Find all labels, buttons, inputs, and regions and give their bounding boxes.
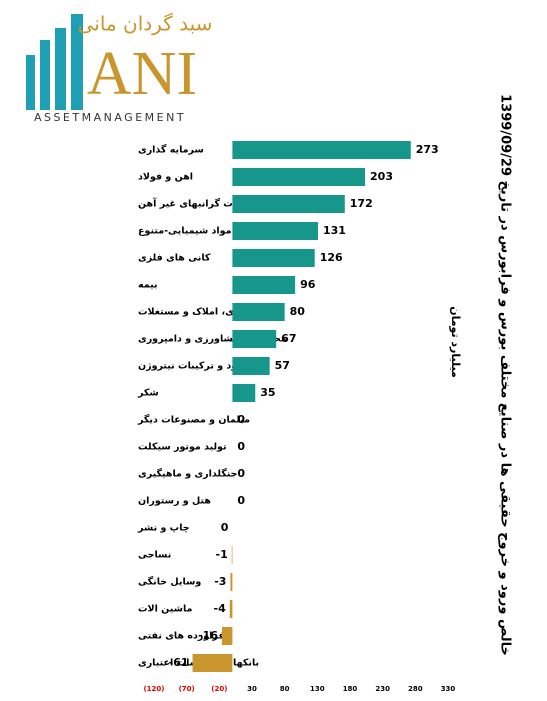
category-label: کانی های فلزی: [138, 253, 211, 264]
logo-bar: [71, 14, 83, 110]
category-label: چاپ و نشر: [137, 523, 190, 534]
category-label: سرمایه گذاری: [138, 144, 204, 156]
value-label: 131: [323, 224, 346, 237]
value-label: 0: [221, 521, 229, 534]
bar: [232, 141, 411, 159]
value-label: 96: [300, 278, 316, 291]
value-label: 80: [290, 305, 306, 318]
bar: [192, 654, 233, 672]
x-tick-label: 330: [441, 685, 456, 693]
category-label: وسایل خانگی: [138, 576, 201, 588]
value-label: -61: [169, 656, 189, 669]
category-label: مبلمان و مصنوعات دیگر: [137, 414, 250, 426]
x-tick-label: 130: [310, 685, 325, 693]
bar: [232, 249, 315, 267]
logo-tagline: ASSETMANAGEMENT: [34, 111, 186, 124]
category-label: مواد شیمیایی-متنوع: [138, 226, 232, 237]
logo: سبد گردان مانی ANI ASSETMANAGEMENT: [26, 12, 213, 124]
category-label: شکر: [137, 388, 159, 399]
logo-mark: ANI: [87, 40, 197, 108]
value-label: -3: [214, 575, 226, 588]
bar: [232, 222, 318, 240]
logo-bar: [55, 28, 66, 110]
category-label: تولید کود و ترکیبات نیتروژن: [138, 361, 269, 372]
x-tick-label: 280: [408, 685, 423, 693]
bar: [232, 330, 277, 348]
bar: [221, 627, 233, 645]
category-label: نساجی: [138, 550, 171, 561]
bar: [232, 195, 345, 213]
category-label: ماشین الات: [138, 604, 193, 615]
x-tick-label: 180: [343, 685, 358, 693]
bar: [232, 303, 285, 321]
category-label: هتل و رستوران: [138, 496, 211, 507]
logo-bar: [40, 40, 50, 110]
value-label: 0: [237, 413, 245, 426]
value-label: 0: [237, 467, 245, 480]
category-label: محصولات کشاورزی و دامپروری: [138, 334, 287, 345]
category-label: انبوه سازی، املاک و مستغلات: [138, 307, 278, 318]
x-tick-label: 80: [280, 685, 290, 693]
logo-bar: [26, 55, 35, 110]
value-label: 35: [260, 386, 275, 399]
x-tick-label: 30: [247, 685, 257, 693]
value-label: 57: [275, 359, 290, 372]
value-label: 0: [237, 494, 245, 507]
category-label: اهن و فولاد: [138, 172, 193, 183]
x-tick-label: (120): [143, 685, 164, 693]
value-label: 203: [370, 170, 393, 183]
value-label: 67: [281, 332, 296, 345]
value-label: 172: [350, 197, 373, 210]
logo-name: سبد گردان مانی: [78, 12, 213, 36]
x-tick-label: 230: [375, 685, 390, 693]
axis-label: میلیارد تومان: [449, 306, 462, 378]
category-label: بیمه: [138, 280, 158, 291]
bar: [232, 384, 256, 402]
bar: [232, 357, 270, 375]
value-label: 273: [416, 143, 439, 156]
category-label: فراورده های نفتی: [138, 631, 225, 642]
bar: [230, 573, 233, 591]
value-label: -1: [216, 548, 228, 561]
chart-title: خالص ورود و خروج حقیقی ها در صنایع مختلف…: [498, 94, 513, 656]
value-label: -4: [214, 602, 227, 615]
x-tick-label: (70): [179, 685, 195, 693]
x-tick-label: (20): [211, 685, 227, 693]
value-label: 0: [237, 440, 245, 453]
value-label: 126: [320, 251, 343, 264]
category-label: جنگلداری و ماهیگیری: [138, 468, 238, 480]
bar: [232, 168, 366, 186]
bar: [232, 276, 296, 294]
bar: [229, 600, 233, 618]
category-label: تولید موتور سیکلت: [138, 442, 227, 453]
bar: [231, 546, 233, 564]
value-label: -16: [198, 629, 218, 642]
